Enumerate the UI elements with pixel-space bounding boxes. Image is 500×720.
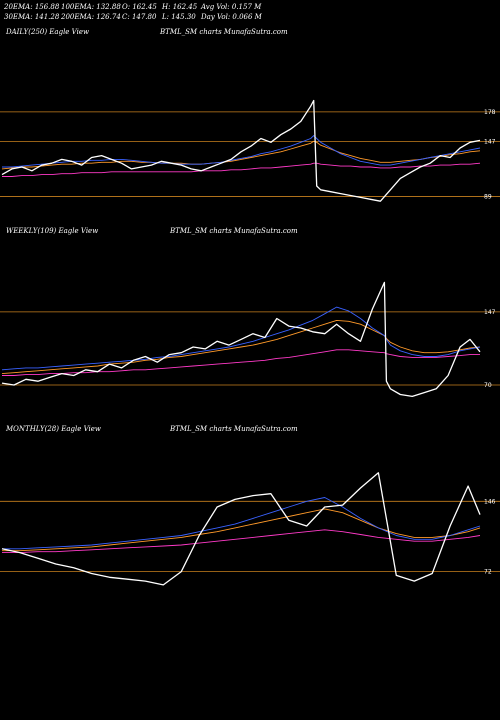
ema-magenta-line [2,349,480,376]
price-line [1,99,481,202]
stats-header: 20EMA: 156.88 100EMA: 132.88 O: 162.45 H… [4,3,496,23]
monthly-panel-title: BTML_SM charts MunafaSutra.com [170,425,298,433]
right-axis-label: 147 [484,138,496,145]
ema-magenta-line [2,529,481,554]
weekly-panel-title: BTML_SM charts MunafaSutra.com [170,227,298,235]
day-volume-stat: Day Vol: 0.066 M [201,13,262,21]
weekly-chart: 147 70 [0,281,500,398]
right-axis-label: 72 [484,569,492,576]
weekly-panel-label: WEEKLY(109) Eagle View [6,227,99,235]
right-axis-label: 146 [484,498,496,505]
daily-chart-panel: DAILY(250) Eagle View BTML_SM charts Mun… [0,28,500,228]
ema-orange-line [1,140,481,170]
ema200-stat: 200EMA: 126.74 [61,13,121,21]
monthly-panel-label: MONTHLY(28) Eagle View [6,425,101,433]
daily-chart: 178 147 89 [0,99,500,202]
ema-magenta-line [2,162,481,177]
ema30-stat: 30EMA: 141.28 [4,13,60,21]
close-stat: C: 147.80 [122,13,157,21]
ema-blue-line [1,306,481,371]
daily-panel-label: DAILY(250) Eagle View [6,28,89,36]
daily-panel-title: BTML_SM charts MunafaSutra.com [160,28,288,36]
monthly-chart-panel: MONTHLY(28) Eagle View BTML_SM charts Mu… [0,425,500,625]
ema-orange-line [2,508,481,552]
monthly-chart: 146 72 [0,472,500,586]
ema-blue-line [2,497,481,550]
ema-orange-line [1,319,481,375]
ema100-stat: 100EMA: 132.88 [61,3,121,11]
price-line [1,472,481,586]
right-axis-label: 147 [484,309,496,316]
low-stat: L: 145.30 [162,13,196,21]
high-stat: H: 162.45 [162,3,198,11]
right-axis-label: 178 [484,109,496,116]
weekly-chart-panel: WEEKLY(109) Eagle View BTML_SM charts Mu… [0,227,500,427]
ema-blue-line [2,135,481,168]
ema20-stat: 20EMA: 156.88 [4,3,60,11]
avg-volume-stat: Avg Vol: 0.157 M [201,3,262,11]
right-axis-label: 70 [484,382,492,389]
right-axis-label: 89 [484,193,492,200]
price-line [1,281,481,398]
open-stat: O: 162.45 [122,3,157,11]
